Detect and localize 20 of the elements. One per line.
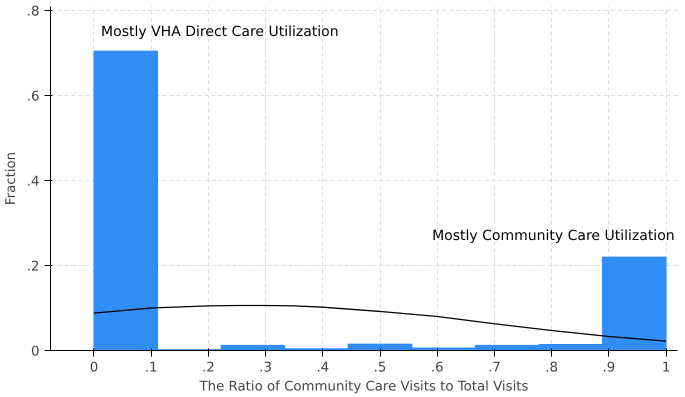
x-tick-label: .2 bbox=[202, 360, 215, 376]
x-axis-title: The Ratio of Community Care Visits to Total Visits bbox=[198, 380, 529, 394]
y-tick-label: 0 bbox=[31, 344, 40, 360]
x-tick-label: .5 bbox=[374, 360, 386, 376]
y-tick-label: .6 bbox=[26, 90, 40, 105]
x-tick-label: .4 bbox=[316, 360, 330, 376]
y-tick-label: .4 bbox=[26, 174, 40, 190]
y-tick-label: .8 bbox=[26, 4, 40, 20]
annotation: Mostly VHA Direct Care Utilization bbox=[101, 24, 339, 40]
x-tick-label: 1 bbox=[662, 360, 670, 376]
x-tick-label: .3 bbox=[259, 360, 272, 376]
y-tick-label: .2 bbox=[26, 260, 40, 275]
y-axis-title: Fraction bbox=[4, 152, 19, 206]
x-tick-label: 0 bbox=[90, 360, 98, 376]
x-tick-label: .1 bbox=[144, 360, 158, 376]
x-tick-label: .8 bbox=[545, 360, 558, 376]
x-tick-label: .7 bbox=[488, 360, 501, 376]
x-tick-label: .6 bbox=[430, 360, 444, 376]
annotation: Mostly Community Care Utilization bbox=[432, 228, 675, 244]
x-tick-label: .9 bbox=[602, 360, 616, 376]
